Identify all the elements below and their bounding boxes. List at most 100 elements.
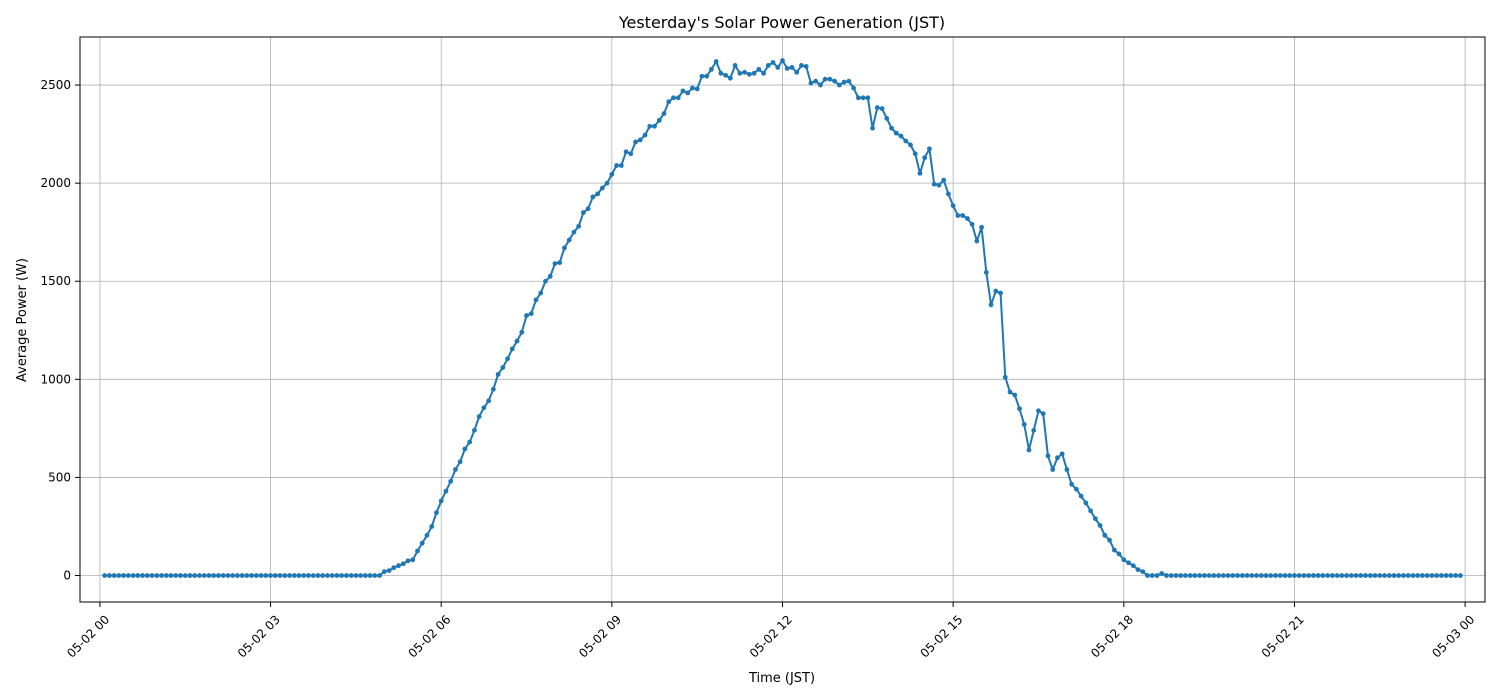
data-point xyxy=(666,99,672,105)
data-point xyxy=(1320,573,1326,578)
data-point xyxy=(955,213,961,218)
data-point xyxy=(794,69,800,75)
data-point xyxy=(642,132,648,138)
data-point xyxy=(353,573,359,578)
data-point xyxy=(1429,573,1435,578)
data-point xyxy=(585,206,591,212)
data-point xyxy=(538,290,544,296)
data-point xyxy=(1244,573,1250,578)
data-point xyxy=(272,573,278,578)
data-point xyxy=(1334,573,1340,578)
data-point xyxy=(1263,573,1269,578)
data-point xyxy=(1239,573,1245,578)
data-point xyxy=(694,86,700,92)
data-point xyxy=(282,573,288,578)
data-point xyxy=(860,95,866,101)
data-point xyxy=(1443,573,1449,578)
data-point xyxy=(633,139,638,145)
data-point xyxy=(1173,573,1179,578)
data-point xyxy=(187,573,193,578)
data-point xyxy=(1154,573,1160,578)
data-point xyxy=(386,568,392,574)
x-tick-label: 05-02 12 xyxy=(747,612,795,660)
x-tick-label: 05-02 03 xyxy=(235,612,283,660)
data-point xyxy=(1329,573,1335,578)
y-tick-label: 1000 xyxy=(40,372,71,386)
data-point xyxy=(770,60,776,65)
data-point xyxy=(855,95,861,101)
data-point xyxy=(197,573,202,578)
ticks-layer: 05-02 00 05-02 03 05-02 06 05-02 09 05-02 12… xyxy=(40,78,1477,660)
data-point xyxy=(827,76,833,82)
data-point xyxy=(225,573,231,578)
data-point xyxy=(671,95,676,101)
data-point xyxy=(1434,573,1440,578)
data-point xyxy=(656,117,662,123)
data-point xyxy=(1448,573,1454,578)
data-point xyxy=(1083,500,1089,506)
data-point xyxy=(1055,455,1060,461)
data-point xyxy=(1073,486,1079,492)
data-point xyxy=(903,138,909,144)
data-point xyxy=(1126,560,1131,566)
data-point xyxy=(1164,573,1169,578)
data-point xyxy=(178,573,183,578)
data-point xyxy=(841,79,847,85)
data-point xyxy=(1017,406,1022,412)
data-point xyxy=(784,65,790,71)
data-point xyxy=(599,185,605,191)
data-point xyxy=(391,565,397,571)
data-point xyxy=(1145,573,1150,578)
data-point xyxy=(1405,573,1411,578)
data-point xyxy=(727,75,733,81)
data-point xyxy=(1363,573,1368,578)
data-point xyxy=(590,194,596,200)
data-point xyxy=(1457,573,1463,578)
data-point xyxy=(1050,467,1056,472)
data-point xyxy=(239,573,245,578)
data-point xyxy=(168,573,174,578)
data-point xyxy=(448,478,454,484)
data-point xyxy=(348,573,354,578)
data-point xyxy=(1026,447,1032,453)
data-point xyxy=(941,177,947,183)
data-point xyxy=(296,573,302,578)
data-point xyxy=(946,191,951,197)
data-point xyxy=(106,573,112,578)
data-point xyxy=(1377,573,1383,578)
data-point xyxy=(713,59,719,64)
data-point xyxy=(1092,516,1098,522)
y-tick-label: 0 xyxy=(63,569,71,583)
data-point xyxy=(936,182,942,188)
data-point xyxy=(922,155,928,161)
data-point xyxy=(1401,573,1406,578)
data-point xyxy=(732,63,738,68)
data-point xyxy=(1268,573,1274,578)
data-point xyxy=(780,58,785,63)
data-point xyxy=(832,78,838,84)
data-point xyxy=(723,72,729,78)
data-point xyxy=(325,573,330,578)
data-point xyxy=(851,85,856,91)
data-point xyxy=(927,146,932,152)
data-point xyxy=(1206,573,1212,578)
data-point xyxy=(1358,573,1364,578)
series-layer xyxy=(102,58,1463,578)
data-point xyxy=(1135,567,1141,573)
data-point xyxy=(680,88,686,94)
x-axis-label: Time (JST) xyxy=(748,671,815,686)
data-point xyxy=(125,573,131,578)
data-point xyxy=(486,398,492,404)
data-point xyxy=(1002,374,1008,380)
data-point xyxy=(500,365,506,370)
data-point xyxy=(637,137,643,143)
data-point xyxy=(372,573,378,578)
data-point xyxy=(1325,573,1331,578)
data-point xyxy=(628,151,634,157)
data-point xyxy=(690,85,695,91)
data-point xyxy=(1116,551,1122,557)
data-point xyxy=(154,573,160,578)
data-point xyxy=(509,346,515,352)
data-point xyxy=(1420,573,1425,578)
